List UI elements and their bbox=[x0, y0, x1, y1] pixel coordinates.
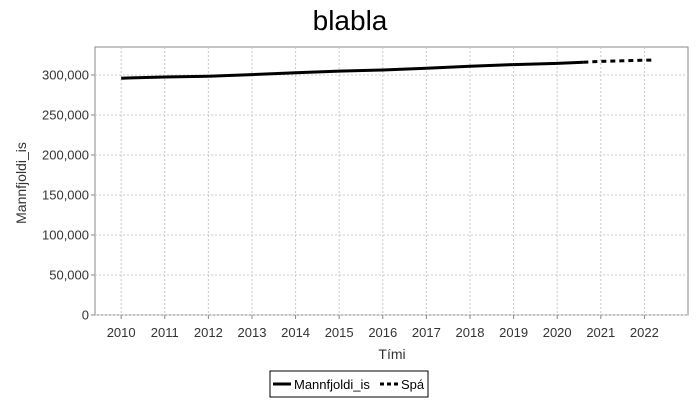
y-tick-label: 300,000 bbox=[42, 68, 89, 83]
legend: Mannfjoldi_is Spá bbox=[269, 370, 429, 398]
x-tick-label: 2017 bbox=[412, 325, 441, 340]
x-tick-label: 2022 bbox=[630, 325, 659, 340]
x-tick-label: 2020 bbox=[543, 325, 572, 340]
y-tick-label: 0 bbox=[82, 308, 89, 323]
y-tick-label: 200,000 bbox=[42, 148, 89, 163]
x-tick-label: 2015 bbox=[325, 325, 354, 340]
x-tick-label: 2014 bbox=[281, 325, 310, 340]
x-axis-title: Tími bbox=[378, 346, 405, 362]
chart-title: blabla bbox=[313, 5, 388, 36]
x-tick-label: 2021 bbox=[586, 325, 615, 340]
series-line-mannfjoldi bbox=[121, 60, 584, 80]
grid-lines bbox=[95, 47, 688, 316]
series-layer bbox=[121, 58, 656, 80]
y-tick-label: 150,000 bbox=[42, 188, 89, 203]
legend-box bbox=[269, 370, 429, 398]
y-axis-title: Mannfjoldi_is bbox=[13, 142, 29, 224]
x-tick-label: 2019 bbox=[499, 325, 528, 340]
series-line-spa bbox=[583, 58, 656, 64]
y-tick-label: 100,000 bbox=[42, 228, 89, 243]
legend-label-spa: Spá bbox=[401, 377, 425, 392]
x-tick-label: 2010 bbox=[107, 325, 136, 340]
x-tick-label: 2012 bbox=[194, 325, 223, 340]
y-tick-label: 250,000 bbox=[42, 108, 89, 123]
plot-area bbox=[94, 46, 689, 316]
x-axis: 2010 2011 2012 2013 2014 2015 2016 2017 2018 2019… bbox=[107, 315, 659, 340]
y-tick-label: 50,000 bbox=[49, 268, 89, 283]
x-tick-label: 2016 bbox=[368, 325, 397, 340]
x-tick-label: 2013 bbox=[238, 325, 267, 340]
x-tick-label: 2011 bbox=[151, 325, 179, 340]
y-axis: 0 50,000 100,000 150,000 200,000 250,000 300,0… bbox=[42, 68, 95, 323]
plot-background bbox=[94, 46, 689, 316]
x-tick-label: 2018 bbox=[456, 325, 485, 340]
legend-label-mannfjoldi: Mannfjoldi_is bbox=[294, 377, 370, 392]
